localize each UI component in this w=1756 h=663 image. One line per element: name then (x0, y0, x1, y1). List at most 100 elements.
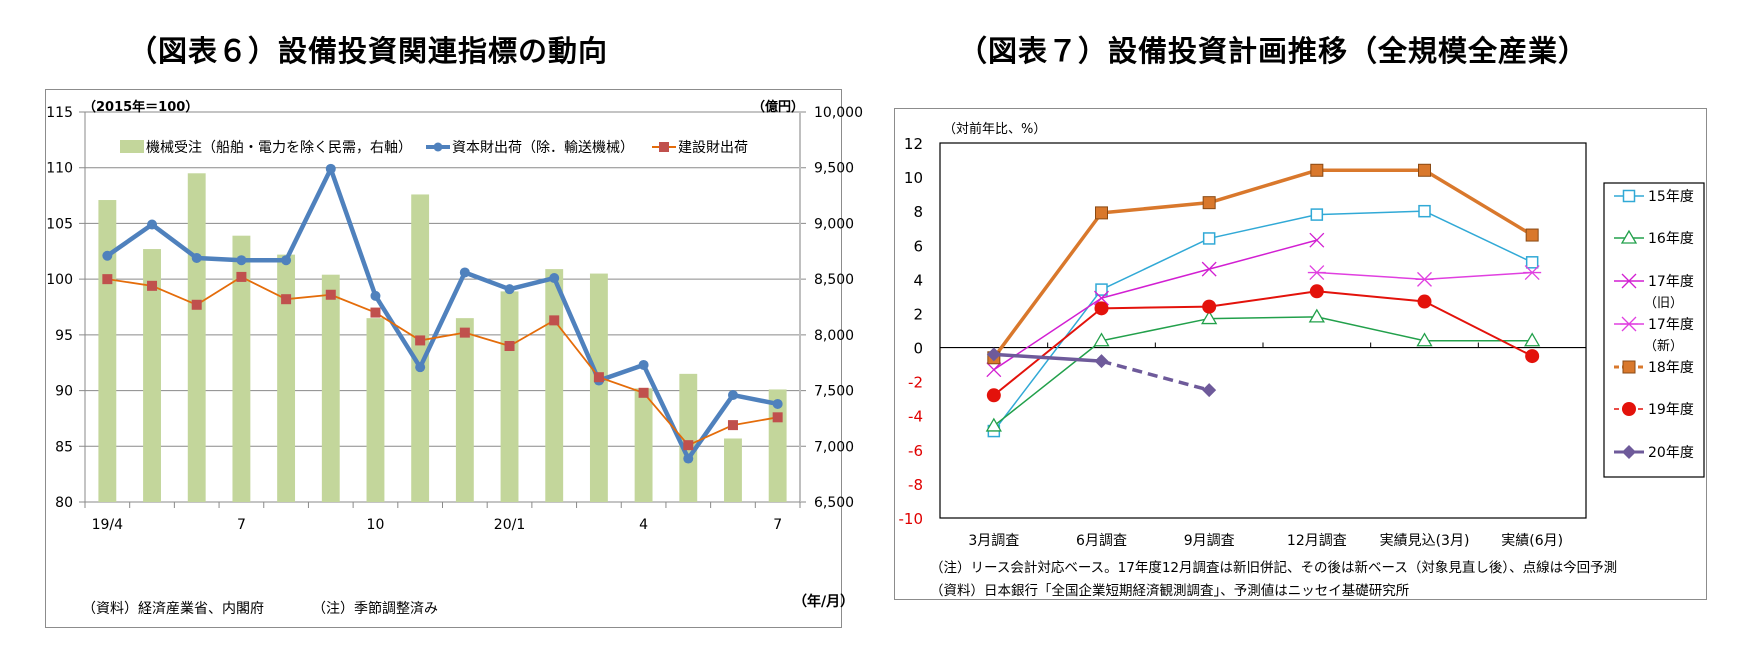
point-fy17-new (1307, 265, 1326, 281)
y-tick-label: -2 (908, 374, 923, 392)
point-fy19 (1202, 299, 1217, 314)
y2-tick-label: 7,000 (814, 439, 854, 455)
y-axis-unit-label: （対前年比、%） (943, 121, 1046, 137)
line-fy15 (993, 210, 1533, 432)
point-capital-goods (504, 284, 515, 295)
bar-machinery-orders (679, 373, 698, 502)
point-construction-goods (549, 315, 560, 326)
y-tick-label: -10 (899, 510, 924, 528)
legend-label: 18年度 (1648, 360, 1694, 376)
y2-tick-label: 9,500 (814, 161, 854, 177)
legend-marker-fy17-new (1620, 316, 1638, 332)
point-fy19 (1094, 301, 1109, 316)
line-fy17-new (1316, 271, 1533, 281)
x-tick-label: 20/1 (494, 517, 525, 533)
point-capital-goods (236, 255, 247, 266)
y-axis-unit-label: （2015年＝100） (83, 99, 198, 115)
point-fy15 (1310, 208, 1324, 221)
line-fy18 (992, 168, 1534, 359)
legend-label: 建設財出荷 (678, 140, 748, 156)
point-construction-goods (415, 335, 426, 346)
point-construction-goods (236, 271, 247, 282)
x-tick-label: 4 (639, 517, 648, 533)
point-capital-goods (415, 362, 426, 373)
bar-machinery-orders (277, 254, 296, 502)
bar-machinery-orders (366, 318, 385, 502)
point-capital-goods (325, 163, 336, 174)
point-fy16 (1201, 310, 1218, 325)
point-construction-goods (102, 274, 113, 285)
point-fy16 (1416, 332, 1433, 347)
plot-area (939, 142, 1587, 519)
legend-label: 19年度 (1648, 402, 1694, 418)
point-construction-goods (325, 289, 336, 300)
legend-label: 17年度 (1648, 317, 1694, 333)
x-tick-label: 実績見込(3月) (1380, 533, 1470, 549)
bar-machinery-orders (411, 194, 430, 502)
point-construction-goods (370, 307, 381, 318)
y-tick-label: 8 (913, 203, 923, 221)
y-tick-label: 105 (46, 216, 73, 232)
bar-machinery-orders (321, 274, 340, 502)
point-construction-goods (191, 299, 202, 310)
point-construction-goods (459, 327, 470, 338)
point-fy18 (1095, 206, 1108, 220)
point-fy15 (1095, 283, 1108, 296)
legend-label: 資本財出荷（除．輸送機械） (452, 140, 634, 156)
point-fy19 (1417, 294, 1432, 309)
figure6-chart-frame (45, 89, 842, 628)
point-fy18 (1202, 196, 1216, 210)
x-tick-label: 12月調査 (1287, 533, 1347, 549)
y2-tick-label: 8,500 (814, 272, 854, 288)
y-tick-label: 80 (55, 495, 73, 511)
bar-machinery-orders (634, 388, 653, 502)
figure6-title: （図表６）設備投資関連指標の動向 (128, 34, 609, 68)
legend-marker-fy15 (1622, 189, 1636, 203)
point-fy17-new (1523, 265, 1542, 281)
point-fy19 (986, 388, 1001, 403)
y2-tick-label: 7,500 (814, 384, 854, 400)
point-fy17-new (1415, 271, 1434, 287)
point-construction-goods (147, 280, 158, 291)
point-capital-goods (147, 219, 158, 230)
legend-label: 機械受注（船舶・電力を除く民需，右軸） (146, 140, 412, 156)
point-fy15 (1418, 204, 1431, 218)
point-fy17-old (1309, 232, 1325, 248)
point-fy16 (1093, 332, 1110, 347)
y-tick-label: 95 (55, 328, 73, 344)
line-construction-goods (107, 276, 778, 447)
point-capital-goods (370, 290, 381, 301)
y-tick-label: 115 (46, 105, 73, 121)
y2-tick-label: 10,000 (814, 105, 863, 121)
point-construction-goods (772, 412, 783, 423)
line-fy17-old (993, 239, 1318, 371)
point-capital-goods (191, 252, 202, 263)
point-fy19 (1525, 349, 1540, 364)
legend-swatch-machinery-orders (120, 140, 144, 153)
bar-machinery-orders (589, 273, 608, 502)
point-fy19 (1309, 284, 1324, 299)
point-capital-goods (459, 267, 470, 278)
point-fy20 (1094, 354, 1109, 369)
figure7-title: （図表７）設備投資計画推移（全規模全産業） (958, 34, 1589, 68)
point-fy17-old (1201, 261, 1217, 277)
point-capital-goods (549, 273, 560, 284)
y-tick-label: -8 (908, 476, 923, 494)
line-fy16 (993, 316, 1533, 427)
y-tick-label: 12 (904, 135, 923, 153)
point-fy20 (986, 347, 1001, 362)
line-fy19 (993, 290, 1533, 397)
y-tick-label: 85 (55, 439, 73, 455)
footnote: （注）リース会計対応ベース。17年度12月調査は新旧併記、その後は新ベース（対象… (930, 559, 1617, 576)
point-fy17-old (1094, 290, 1109, 306)
y2-tick-label: 8,000 (814, 328, 854, 344)
footnote: （注）季節調整済み (312, 600, 438, 617)
legend-marker-fy18 (1622, 360, 1636, 374)
y-tick-label: -4 (908, 408, 923, 426)
legend-label: 16年度 (1648, 231, 1694, 247)
line-fy20-forecast (1101, 359, 1210, 392)
point-construction-goods (281, 294, 292, 305)
legend-marker-construction-goods (659, 142, 669, 152)
